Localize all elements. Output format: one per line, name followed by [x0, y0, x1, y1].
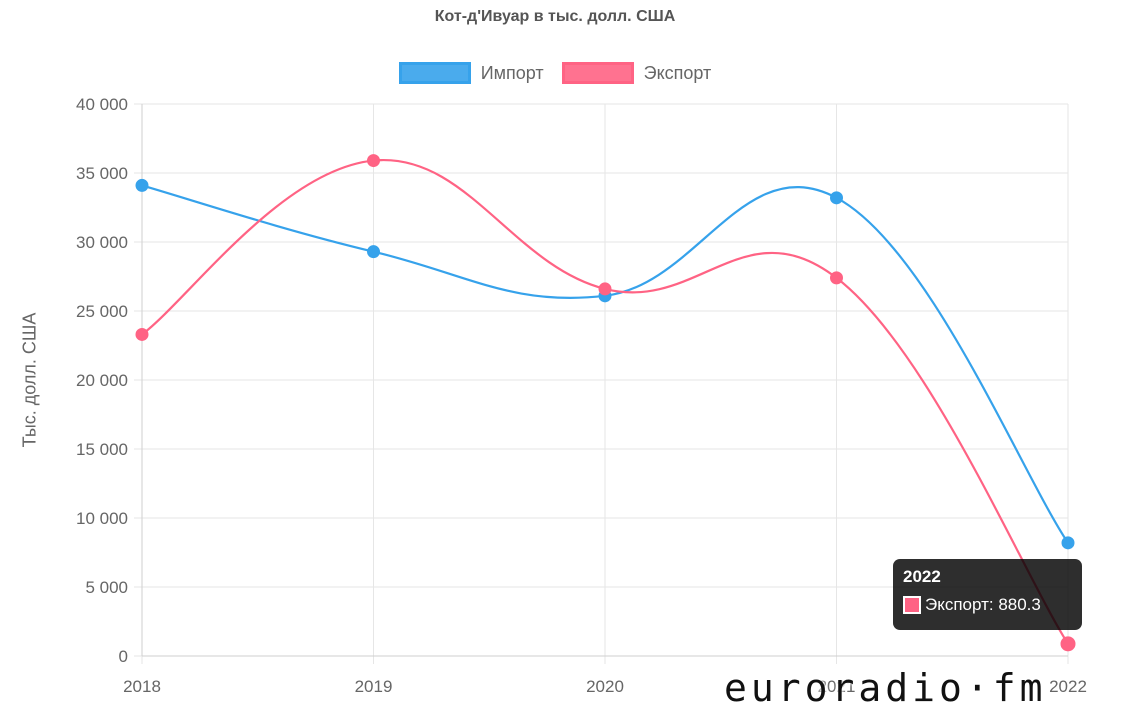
data-point-export [367, 154, 380, 168]
y-tick-label: 30 000 [76, 233, 128, 252]
x-tick-label: 2019 [355, 677, 393, 696]
legend-item-export[interactable]: Экспорт [561, 62, 712, 84]
y-tick-label: 25 000 [76, 302, 128, 321]
y-tick-label: 40 000 [76, 95, 128, 114]
chart-title: Кот-д'Ивуар в тыс. долл. США [434, 8, 676, 25]
y-tick-label: 5 000 [85, 578, 128, 597]
legend-label-import: Импорт [480, 62, 544, 83]
data-point-import [367, 245, 380, 259]
y-tick-label: 0 [119, 647, 128, 666]
data-point-export [598, 282, 612, 296]
x-tick-label: 2020 [586, 677, 624, 696]
tooltip-swatch [903, 596, 921, 614]
data-point-export [830, 271, 843, 285]
data-point-import [830, 191, 843, 205]
x-tick-label: 2018 [123, 677, 161, 696]
tooltip-title: 2022 [903, 567, 941, 586]
tooltip: 2022 Экспорт: 880.3 [893, 559, 1082, 630]
data-point-import [1061, 536, 1075, 550]
y-tick-label: 10 000 [76, 509, 128, 528]
x-tick-label: 2021 [818, 677, 856, 696]
legend-swatch-import [398, 62, 471, 84]
tooltip-label: Экспорт: 880.3 [925, 595, 1041, 614]
euroradio-watermark-logo: euroradio·fm [724, 666, 1047, 710]
y-tick-label: 15 000 [76, 440, 128, 459]
data-point-export [1060, 636, 1076, 652]
legend-swatch-export [561, 62, 634, 84]
legend-item-import[interactable]: Импорт [398, 62, 544, 84]
series-line-import [141, 184, 1069, 544]
y-tick-label: 20 000 [76, 371, 128, 390]
y-tick-label: 35 000 [76, 164, 128, 183]
tooltip-body: Экспорт: 880.3 [903, 595, 1072, 615]
data-point-export [135, 327, 149, 341]
legend: Импорт Экспорт [0, 62, 1110, 84]
series-line-export [141, 159, 1069, 645]
legend-label-export: Экспорт [643, 62, 712, 83]
data-point-import [135, 178, 149, 192]
x-tick-label: 2022 [1049, 677, 1087, 696]
